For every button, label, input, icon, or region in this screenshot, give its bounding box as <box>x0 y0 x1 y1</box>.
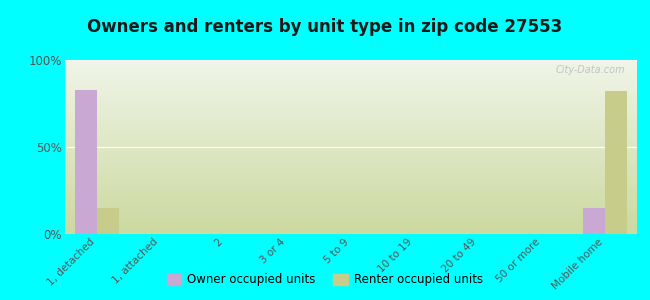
Text: City-Data.com: City-Data.com <box>556 65 625 75</box>
Text: Owners and renters by unit type in zip code 27553: Owners and renters by unit type in zip c… <box>87 18 563 36</box>
Bar <box>97 208 119 234</box>
Bar <box>605 91 627 234</box>
Legend: Owner occupied units, Renter occupied units: Owner occupied units, Renter occupied un… <box>162 269 488 291</box>
Bar <box>75 90 97 234</box>
Bar <box>583 208 605 234</box>
